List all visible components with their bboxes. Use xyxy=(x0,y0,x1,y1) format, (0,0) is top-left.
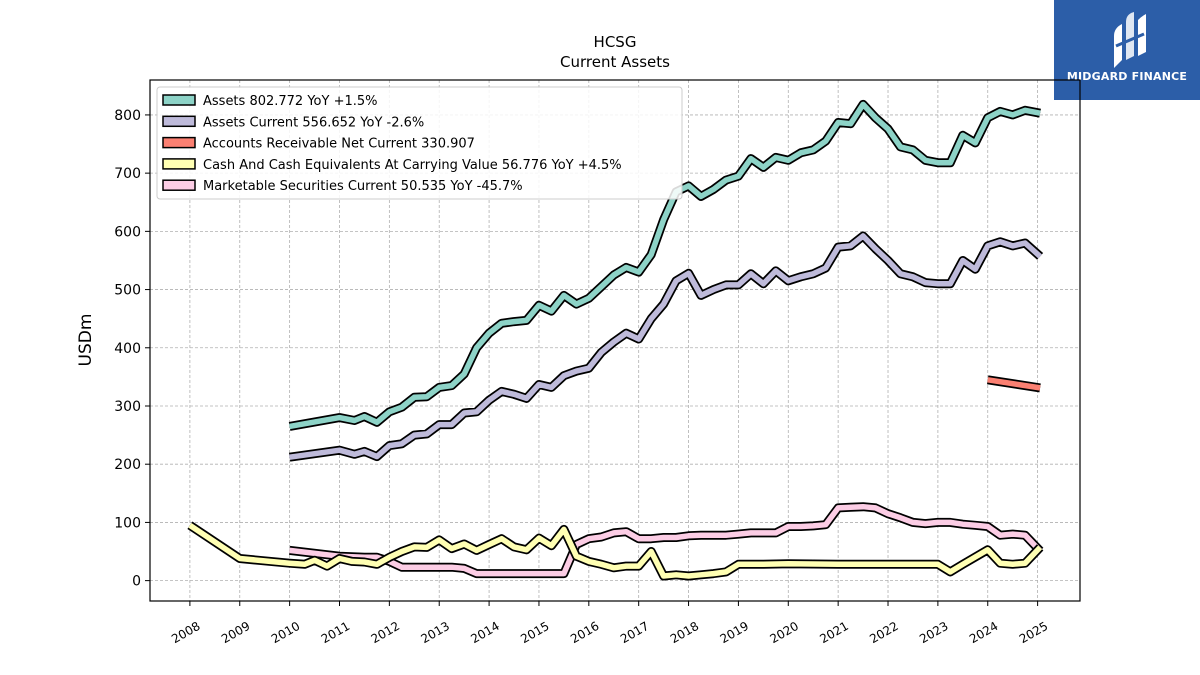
chart-subtitle: Current Assets xyxy=(560,53,670,71)
y-tick-label: 600 xyxy=(114,224,141,240)
legend-swatch xyxy=(162,179,196,191)
x-tick-label: 2025 xyxy=(1017,619,1050,646)
legend-swatch xyxy=(162,115,196,128)
y-tick-label: 0 xyxy=(132,574,141,590)
x-tick-label: 2010 xyxy=(269,619,302,646)
brand-mark-icon xyxy=(1114,12,1146,68)
brand-name: MIDGARD FINANCE xyxy=(1066,70,1188,83)
legend-box xyxy=(156,86,683,200)
legend-label: Accounts Receivable Net Current 330.907 xyxy=(203,137,475,152)
legend-label: Assets Current 556.652 YoY -2.6% xyxy=(203,115,424,130)
x-tick-label: 2021 xyxy=(817,619,850,646)
x-tick-label: 2024 xyxy=(967,619,1000,646)
legend-label: Cash And Cash Equivalents At Carrying Va… xyxy=(203,158,622,173)
x-tick-label: 2008 xyxy=(169,619,202,646)
x-tick-label: 2009 xyxy=(219,619,252,646)
series-line xyxy=(188,523,1043,579)
x-tick-label: 2014 xyxy=(468,619,501,646)
x-tick-label: 2020 xyxy=(768,619,801,646)
series-line xyxy=(289,503,1043,577)
series-line xyxy=(289,233,1042,460)
series-line xyxy=(987,377,1041,391)
x-tick-label: 2018 xyxy=(668,619,701,646)
y-tick-label: 800 xyxy=(114,108,141,124)
x-tick-label: 2013 xyxy=(418,619,451,646)
y-axis-label: USDm xyxy=(76,314,96,367)
x-tick-label: 2017 xyxy=(618,619,651,646)
y-tick-label: 400 xyxy=(114,341,141,357)
x-tick-label: 2022 xyxy=(867,619,900,646)
x-tick-label: 2016 xyxy=(568,619,601,646)
plot-frame xyxy=(149,79,1081,602)
chart-title: HCSG xyxy=(594,33,637,51)
legend-swatch xyxy=(162,158,196,170)
y-tick-label: 500 xyxy=(114,283,141,299)
series-outline xyxy=(288,231,1044,462)
legend-label: Assets 802.772 YoY +1.5% xyxy=(203,94,378,109)
y-tick-label: 100 xyxy=(114,515,141,531)
legend-swatch xyxy=(162,94,196,106)
x-tick-label: 2015 xyxy=(518,619,551,646)
brand-logo: MIDGARD FINANCE xyxy=(1054,0,1200,100)
y-tick-label: 300 xyxy=(114,399,141,415)
legend-swatch xyxy=(162,136,196,149)
x-tick-label: 2012 xyxy=(369,619,402,646)
legend-label: Marketable Securities Current 50.535 YoY… xyxy=(203,179,523,194)
y-tick-label: 700 xyxy=(114,166,141,182)
x-tick-label: 2023 xyxy=(917,619,950,646)
x-tick-label: 2019 xyxy=(718,619,751,646)
x-tick-label: 2011 xyxy=(319,619,352,646)
y-tick-label: 200 xyxy=(114,457,141,473)
